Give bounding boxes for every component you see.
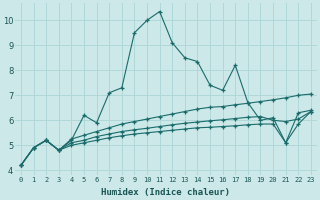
X-axis label: Humidex (Indice chaleur): Humidex (Indice chaleur)	[101, 188, 230, 197]
